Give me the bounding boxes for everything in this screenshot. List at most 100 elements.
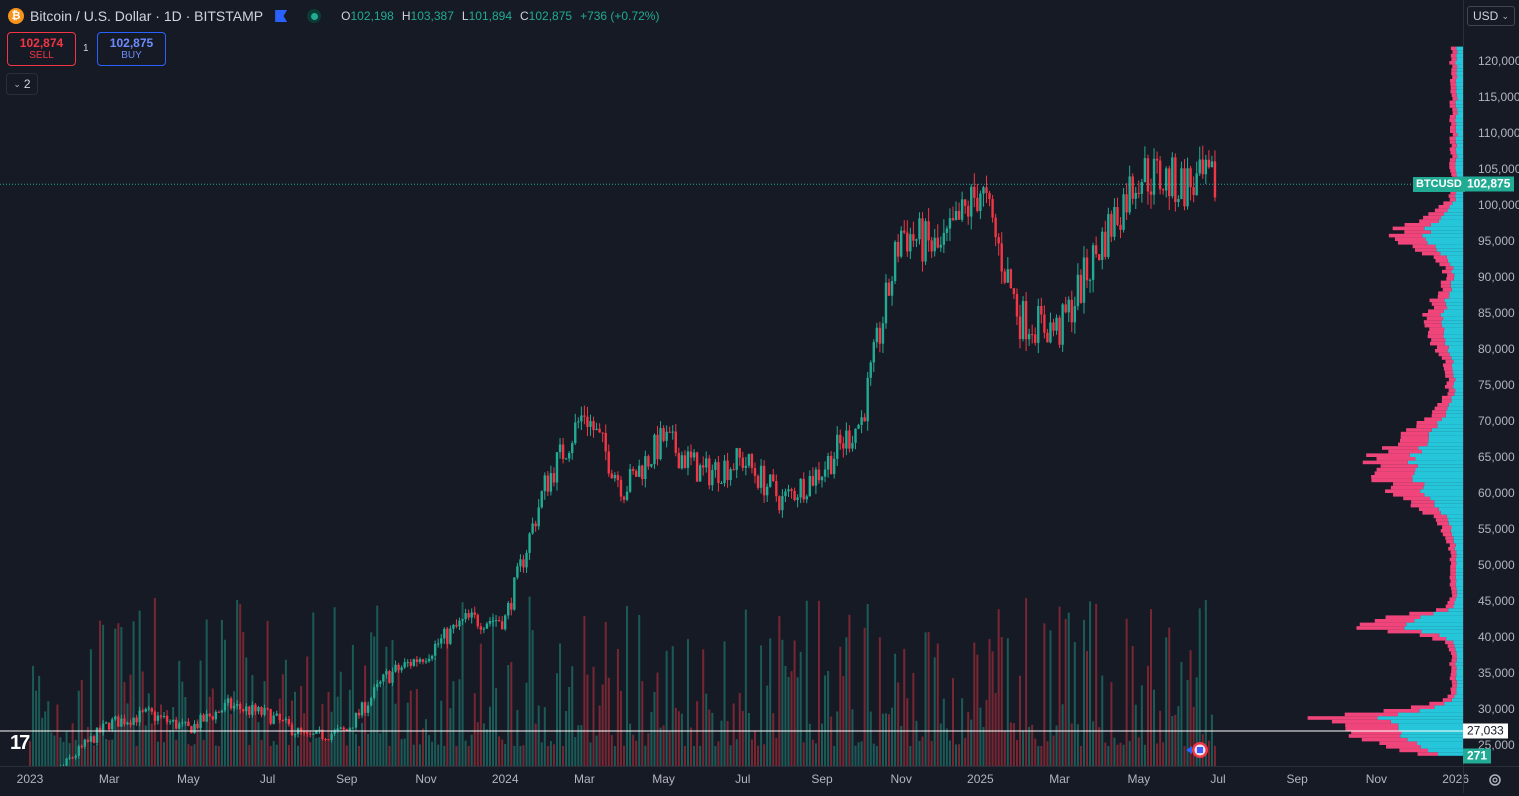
candle-body: [519, 559, 521, 566]
candle-body: [1022, 301, 1024, 339]
volume-bar: [733, 703, 735, 766]
market-status-icon[interactable]: [307, 9, 321, 23]
volume-profile-down: [1419, 219, 1439, 223]
flag-icon[interactable]: [275, 10, 287, 22]
candle-body: [943, 233, 945, 245]
candle-body: [294, 734, 296, 735]
volume-bar: [675, 708, 677, 766]
volume-bar: [1153, 690, 1155, 766]
volume-bar: [35, 691, 37, 766]
volume-bar: [1123, 745, 1125, 766]
volume-profile-down: [1432, 414, 1446, 418]
candle-body: [793, 491, 795, 500]
volume-profile-up: [1452, 698, 1463, 702]
candle-body: [413, 659, 415, 665]
candle-body: [251, 705, 253, 715]
volume-bar: [391, 640, 393, 766]
candle-body: [343, 728, 345, 730]
volume-profile-up: [1444, 702, 1463, 706]
candle-body: [1104, 232, 1106, 257]
candle-body: [617, 475, 619, 480]
volume-profile-down: [1452, 75, 1457, 79]
volume-bar: [973, 642, 975, 766]
candle-body: [605, 433, 607, 452]
candle-body: [96, 728, 98, 743]
volume-bar: [946, 729, 948, 766]
price-chart[interactable]: [0, 0, 1463, 766]
candle-body: [84, 740, 86, 747]
candle-body: [623, 497, 625, 500]
volume-bar: [203, 740, 205, 766]
volume-bar: [154, 598, 156, 766]
volume-bar: [1083, 620, 1085, 766]
earnings-flag-icon[interactable]: [1186, 740, 1210, 760]
candle-body: [930, 240, 932, 251]
volume-profile-down: [1445, 371, 1453, 375]
volume-profile-up: [1398, 723, 1463, 727]
volume-bar: [1037, 746, 1039, 766]
volume-profile-up: [1451, 399, 1463, 403]
volume-bar: [264, 681, 266, 766]
symbol-title[interactable]: Bitcoin / U.S. Dollar · 1D · BITSTAMP: [30, 8, 263, 24]
candle-body: [279, 714, 281, 720]
sell-button[interactable]: 102,874 SELL: [7, 32, 76, 66]
volume-profile-up: [1451, 270, 1463, 274]
candle-body: [120, 719, 122, 727]
candle-body: [452, 625, 454, 629]
volume-profile-up: [1456, 147, 1463, 151]
volume-bar: [388, 746, 390, 766]
volume-profile-up: [1455, 389, 1463, 393]
candle-body: [419, 659, 421, 662]
volume-profile-down: [1442, 356, 1452, 360]
gear-icon[interactable]: [1464, 767, 1519, 793]
volume-bar: [1040, 746, 1042, 766]
volume-bar: [1180, 662, 1182, 766]
volume-profile-up: [1456, 558, 1463, 562]
volume-profile-up: [1454, 273, 1463, 277]
volume-profile-up: [1444, 212, 1463, 216]
volume-profile-up: [1444, 331, 1463, 335]
volume-profile-up: [1451, 284, 1463, 288]
volume-bar: [117, 623, 119, 766]
candle-body: [982, 187, 984, 193]
volume-profile-up: [1453, 360, 1463, 364]
volume-bar: [367, 734, 369, 766]
buy-button[interactable]: 102,875 BUY: [97, 32, 166, 66]
chart-settings-corner[interactable]: [1463, 766, 1519, 793]
volume-profile-down: [1411, 705, 1434, 709]
volume-bar: [1132, 646, 1134, 766]
volume-profile-down: [1438, 295, 1449, 299]
candle-body: [1013, 288, 1015, 294]
candle-body: [221, 710, 223, 712]
volume-bar: [1120, 743, 1122, 766]
ohlc-item: C102,875: [520, 9, 572, 23]
candle-body: [449, 629, 451, 644]
currency-select[interactable]: USD ⌄: [1467, 6, 1515, 26]
volume-bar: [526, 683, 528, 766]
volume-profile-up: [1456, 687, 1463, 691]
volume-bar: [227, 702, 229, 766]
candle-body: [282, 720, 284, 721]
candle-body: [924, 221, 926, 261]
candle-body: [1043, 315, 1045, 333]
volume-profile-up: [1456, 543, 1463, 547]
volume-bar: [839, 647, 841, 766]
volume-bar: [306, 657, 308, 766]
volume-bar: [114, 629, 116, 766]
volume-bar: [961, 698, 963, 766]
ohlc-item: O102,198: [341, 9, 394, 23]
volume-bar: [985, 700, 987, 766]
chart-plot-area[interactable]: [0, 0, 1463, 766]
volume-profile-up: [1454, 277, 1463, 281]
tradingview-logo[interactable]: 17: [10, 732, 28, 755]
volume-profile-down: [1419, 507, 1439, 511]
volume-profile-down: [1422, 511, 1440, 515]
crosshair-price-label: 27,033: [1463, 724, 1508, 739]
candle-body: [732, 469, 734, 470]
volume-bar: [465, 741, 467, 766]
volume-profile-down: [1452, 93, 1457, 97]
indicators-collapse-button[interactable]: ⌄ 2: [6, 73, 38, 95]
volume-profile-down: [1423, 216, 1441, 220]
